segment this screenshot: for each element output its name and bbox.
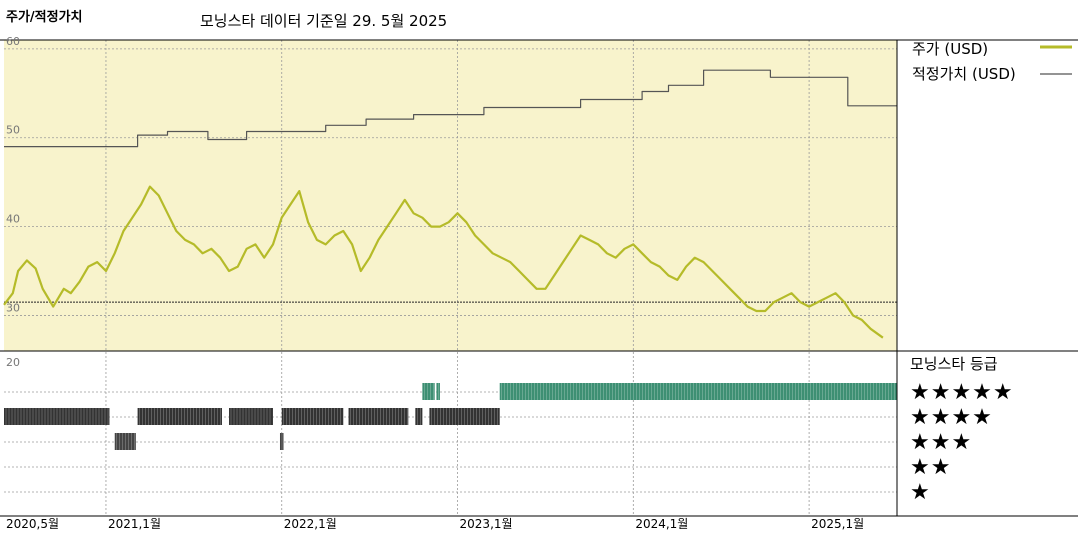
rating-5-star-band	[422, 383, 435, 400]
legend-layer: 주가 (USD) 적정가치 (USD) 모닝스타 등급 ★★★★★ ★★★★ ★…	[910, 40, 1016, 505]
x-tick-label: 2024,1월	[635, 517, 688, 531]
y-tick-label: 40	[6, 213, 20, 226]
series-layer	[3, 69, 897, 339]
rating-1-star: ★	[910, 480, 931, 505]
rating-title: 모닝스타 등급	[910, 355, 998, 373]
rating-4-stars: ★★★★	[910, 405, 993, 430]
rating-4-star-band	[415, 408, 423, 425]
x-tick-label: 2025,1월	[811, 517, 864, 531]
chart-subtitle: 모닝스타 데이터 기준일 29. 5월 2025	[200, 12, 448, 30]
rating-3-star-band	[279, 433, 284, 450]
rating-3-star-band	[114, 433, 136, 450]
rating-4-star-band	[4, 408, 110, 425]
rating-band-fill	[279, 433, 284, 450]
chart-title: 주가/적정가치	[6, 10, 83, 25]
rating-band-fill	[348, 408, 409, 425]
rating-band-fill	[422, 383, 435, 400]
rating-band-fill	[229, 408, 273, 425]
rating-4-star-band	[348, 408, 409, 425]
y-tick-label: 50	[6, 124, 20, 137]
rating-band-fill	[429, 408, 500, 425]
rating-band-fill	[436, 383, 440, 400]
y-tick-label: 60	[6, 35, 20, 48]
rating-band-fill	[499, 383, 897, 400]
tick-label-layer: 60 50 40 30 20 2020,5월 2021,1월 2022,1월 2023,1월 20…	[6, 35, 864, 531]
rating-band-fill	[281, 408, 344, 425]
legend-price-label: 주가 (USD)	[912, 40, 988, 58]
price-panel-background	[4, 40, 897, 351]
rating-band-fill	[415, 408, 423, 425]
price-line	[3, 185, 884, 339]
rating-4-star-band	[137, 408, 222, 425]
rating-4-star-band	[229, 408, 273, 425]
fair-value-line	[4, 69, 897, 148]
legend-fair-value-label: 적정가치 (USD)	[912, 65, 1016, 83]
rating-4-star-band	[281, 408, 344, 425]
x-tick-label: 2021,1월	[108, 517, 161, 531]
rating-layer	[4, 383, 897, 450]
rating-axis-label: 20	[6, 356, 20, 369]
rating-5-star-band	[436, 383, 440, 400]
x-tick-label: 2020,5월	[6, 517, 59, 531]
rating-band-fill	[4, 408, 110, 425]
x-tick-label: 2023,1월	[460, 517, 513, 531]
rating-2-stars: ★★	[910, 455, 951, 480]
rating-5-stars: ★★★★★	[910, 380, 1014, 405]
rating-band-fill	[137, 408, 222, 425]
frame-layer	[0, 39, 1078, 517]
rating-band-fill	[114, 433, 136, 450]
rating-3-stars: ★★★	[910, 430, 972, 455]
x-tick-label: 2022,1월	[284, 517, 337, 531]
rating-5-star-band	[499, 383, 897, 400]
rating-4-star-band	[429, 408, 500, 425]
y-tick-label: 30	[6, 301, 20, 314]
